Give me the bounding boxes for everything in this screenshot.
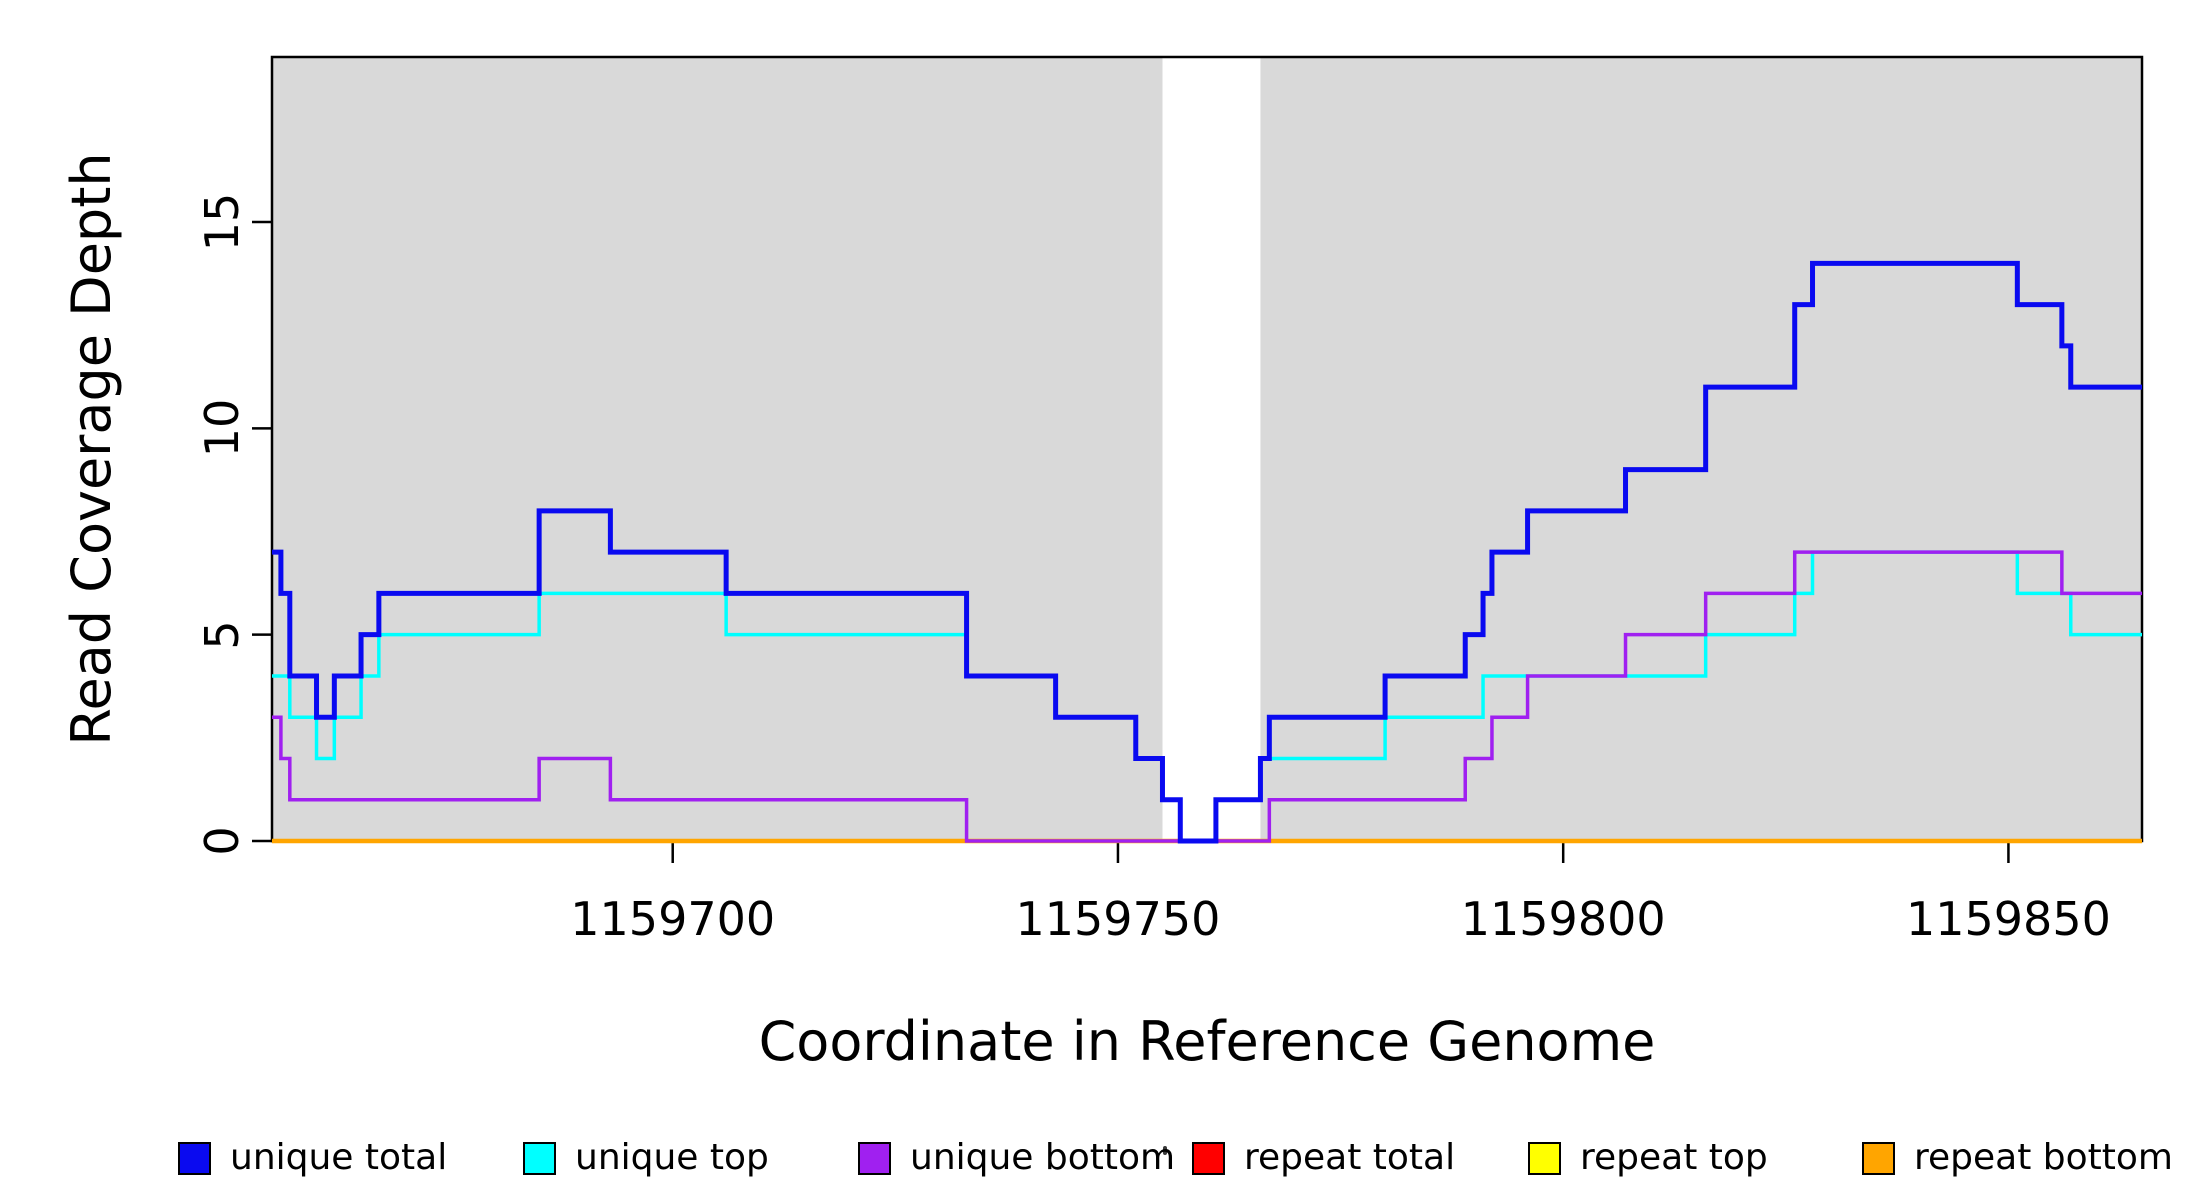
stray-mark: [1163, 1146, 1167, 1155]
series-line-unique-total: [272, 260, 2142, 844]
x-tick-label: 1159800: [1460, 892, 1666, 946]
legend-item: repeat bottom: [1862, 1140, 2173, 1176]
legend-item: repeat total: [1192, 1140, 1455, 1176]
x-tick-label: 1159750: [1015, 892, 1221, 946]
legend-label: unique total: [230, 1137, 448, 1178]
legend-swatch-repeat-bottom: [1862, 1141, 1895, 1175]
y-tick-label: 15: [195, 192, 249, 252]
series-line-unique-bottom: [272, 550, 2142, 843]
y-tick-label: 10: [195, 399, 249, 458]
legend-swatch-unique-top: [523, 1141, 556, 1175]
legend-swatch-repeat-total: [1192, 1141, 1225, 1175]
x-axis-title: Coordinate in Reference Genome: [758, 1010, 1656, 1073]
y-axis-title: Read Coverage Depth: [60, 152, 123, 746]
y-tick-label: 5: [195, 620, 249, 650]
gray-band: [272, 57, 1163, 841]
legend-label: unique top: [575, 1137, 769, 1178]
gray-band: [1260, 57, 2142, 841]
legend-label: repeat bottom: [1914, 1137, 2173, 1178]
legend-label: repeat top: [1580, 1137, 1768, 1178]
legend: unique total unique top unique bottom repea…: [0, 1140, 2200, 1180]
x-tick-label: 1159850: [1905, 892, 2111, 946]
legend-item: unique bottom: [858, 1140, 1175, 1176]
legend-swatch-unique-total: [178, 1141, 211, 1175]
legend-item: unique top: [523, 1140, 769, 1176]
legend-label: unique bottom: [910, 1137, 1176, 1178]
legend-swatch-repeat-top: [1528, 1141, 1561, 1175]
legend-swatch-unique-bottom: [858, 1141, 891, 1175]
legend-label: repeat total: [1244, 1137, 1456, 1178]
legend-item: unique total: [178, 1140, 447, 1176]
x-tick-label: 1159700: [570, 892, 776, 946]
y-tick-label: 0: [195, 826, 249, 856]
legend-item: repeat top: [1528, 1140, 1768, 1176]
